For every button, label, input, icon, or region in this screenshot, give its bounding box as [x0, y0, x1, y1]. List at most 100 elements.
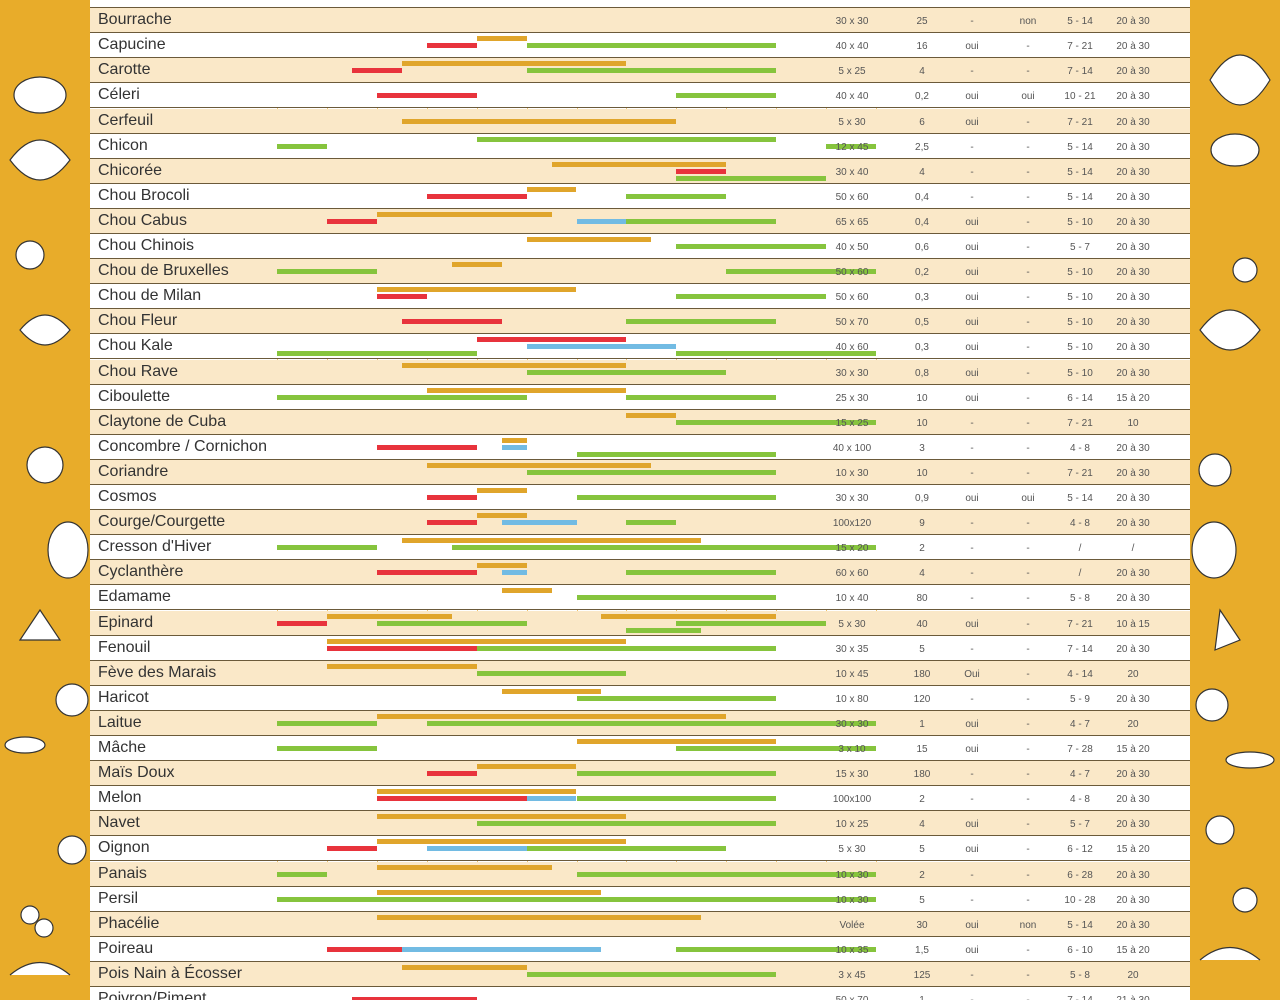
spacing-cell: 30 x 30	[835, 718, 869, 730]
temp-cell: 20 à 30	[1116, 66, 1150, 78]
harvest-bar	[626, 394, 777, 400]
c3-cell: -	[970, 191, 974, 203]
table-row: Cerfeuil 5 x 30 6 oui - 7 - 21 20 à 30	[90, 108, 1190, 134]
c4-cell: oui	[1021, 493, 1035, 504]
table-row: Chou de Bruxelles 50 x 60 0,2 oui - 5 - 10 20 …	[90, 259, 1190, 285]
vegetable-name: Chou Chinois	[98, 237, 195, 254]
left-decorative-border	[0, 0, 90, 1000]
c3-cell: -	[970, 543, 974, 555]
plant-bar	[426, 846, 527, 852]
c3-cell: -	[942, 995, 1002, 1000]
harvest-bar	[526, 68, 777, 74]
temp-cell: 20 à 30	[1116, 518, 1150, 530]
table-row: Maïs Doux 15 x 30 180 - - 4 - 7 20 à 30	[90, 761, 1190, 787]
c3-cell: -	[970, 769, 974, 781]
spacing-cell: 5 x 25	[838, 66, 866, 78]
sow-outdoor-bar	[451, 262, 502, 268]
sow-outdoor-bar	[401, 538, 702, 544]
germ-cell: 5 - 8	[1069, 969, 1090, 981]
spacing-cell: 5 x 30	[838, 116, 866, 128]
c3-cell: oui	[965, 41, 979, 53]
qty-cell: 3	[919, 442, 925, 454]
harvest-bar	[476, 136, 777, 142]
table-row: Chou Chinois 40 x 50 0,6 oui - 5 - 7 20 à 30	[90, 234, 1190, 259]
spacing-cell: 50 x 60	[835, 267, 869, 279]
spacing-cell: Volée	[839, 919, 865, 931]
qty-cell: 180	[913, 769, 931, 781]
germ-cell: 5 - 10	[1067, 367, 1093, 379]
germ-cell: 4 - 7	[1069, 718, 1090, 730]
vegetable-name: Coriandre	[98, 462, 169, 480]
sow-outdoor-bar	[476, 36, 527, 42]
vegetable-name: Chou Rave	[98, 362, 179, 380]
c3-cell: -	[970, 894, 974, 906]
qty-cell: 1	[919, 718, 925, 730]
germ-cell: 7 - 21	[1067, 41, 1093, 53]
table-row: Coriandre 10 x 30 10 - - 7 - 21 20 à 30	[90, 459, 1190, 485]
qty-cell: 80	[916, 593, 928, 605]
c4-cell: non	[1019, 919, 1037, 931]
c4-cell: -	[1026, 643, 1030, 655]
c4-cell: -	[1026, 543, 1030, 555]
spacing-cell: 40 x 40	[835, 41, 869, 53]
germ-cell: 5 - 10	[1067, 317, 1093, 329]
harvest-bar	[576, 771, 777, 777]
table-row: Pois Nain à Écosser 3 x 45 125 - - 5 - 8 20	[90, 961, 1190, 987]
vegetable-name: Bourrache	[98, 11, 172, 29]
spacing-cell: 15 x 25	[835, 417, 869, 429]
temp-cell: 20 à 30	[1116, 116, 1150, 128]
vegetable-illustration-left	[4, 76, 89, 976]
vegetable-name: Chicorée	[98, 161, 163, 179]
germ-cell: 10 - 28	[1064, 894, 1096, 906]
qty-cell: 0,8	[915, 367, 929, 379]
vegetable-name: Capucine	[98, 36, 166, 54]
germ-cell: 7 - 14	[1067, 643, 1093, 655]
table-row: Haricot 10 x 80 120 - - 5 - 9 20 à 30	[90, 685, 1190, 711]
qty-cell: 10	[916, 467, 928, 479]
qty-cell: 5	[919, 844, 925, 856]
plant-bar	[526, 344, 677, 350]
c3-cell: oui	[965, 216, 979, 228]
spacing-cell: 25 x 30	[835, 392, 869, 404]
c3-cell: -	[970, 166, 974, 178]
c4-cell: -	[1026, 267, 1030, 279]
spacing-cell: 5 x 30	[838, 618, 866, 630]
temp-cell: 20 à 30	[1116, 442, 1150, 454]
qty-cell: 0,5	[915, 317, 929, 329]
harvest-bar	[676, 351, 876, 357]
harvest-bar	[277, 720, 377, 726]
harvest-bar	[676, 419, 876, 425]
harvest-bar	[277, 746, 377, 751]
spacing-cell: 100x100	[832, 794, 872, 806]
vegetable-name: Edamame	[98, 588, 171, 606]
table-row: Chou de Milan 50 x 60 0,3 oui - 5 - 10 20 à 30	[90, 284, 1190, 310]
germ-cell: 5 - 14	[1067, 919, 1093, 931]
c3-cell: oui	[965, 317, 979, 329]
vegetable-name: Panais	[98, 864, 147, 882]
sow-outdoor-bar	[401, 118, 677, 124]
plant-bar	[501, 444, 527, 450]
spacing-cell: 30 x 30	[835, 367, 869, 379]
qty-cell: 2	[919, 869, 925, 881]
qty-cell: 10	[916, 417, 928, 429]
germ-cell: 5 - 14	[1067, 493, 1093, 504]
germ-cell: 5 - 14	[1067, 141, 1093, 153]
germ-cell: 5 - 10	[1067, 216, 1093, 228]
sow-indoor-bar	[326, 846, 377, 852]
spacing-cell: 30 x 30	[835, 16, 869, 28]
harvest-bar	[451, 545, 876, 551]
harvest-bar	[526, 369, 727, 375]
germ-cell: 7 - 21	[1067, 417, 1093, 429]
c4-cell: -	[1026, 944, 1030, 956]
sow-outdoor-bar	[426, 387, 627, 393]
c4-cell: -	[1026, 342, 1030, 354]
c4-cell: -	[1026, 417, 1030, 429]
sow-outdoor-bar	[426, 462, 652, 468]
sow-indoor-bar	[277, 620, 327, 626]
vegetable-name: Claytone de Cuba	[98, 412, 227, 430]
c3-cell: -	[970, 417, 974, 429]
spacing-cell: 12 x 45	[835, 141, 869, 153]
temp-cell: 20 à 30	[1116, 216, 1150, 228]
c4-cell: -	[1026, 41, 1030, 53]
